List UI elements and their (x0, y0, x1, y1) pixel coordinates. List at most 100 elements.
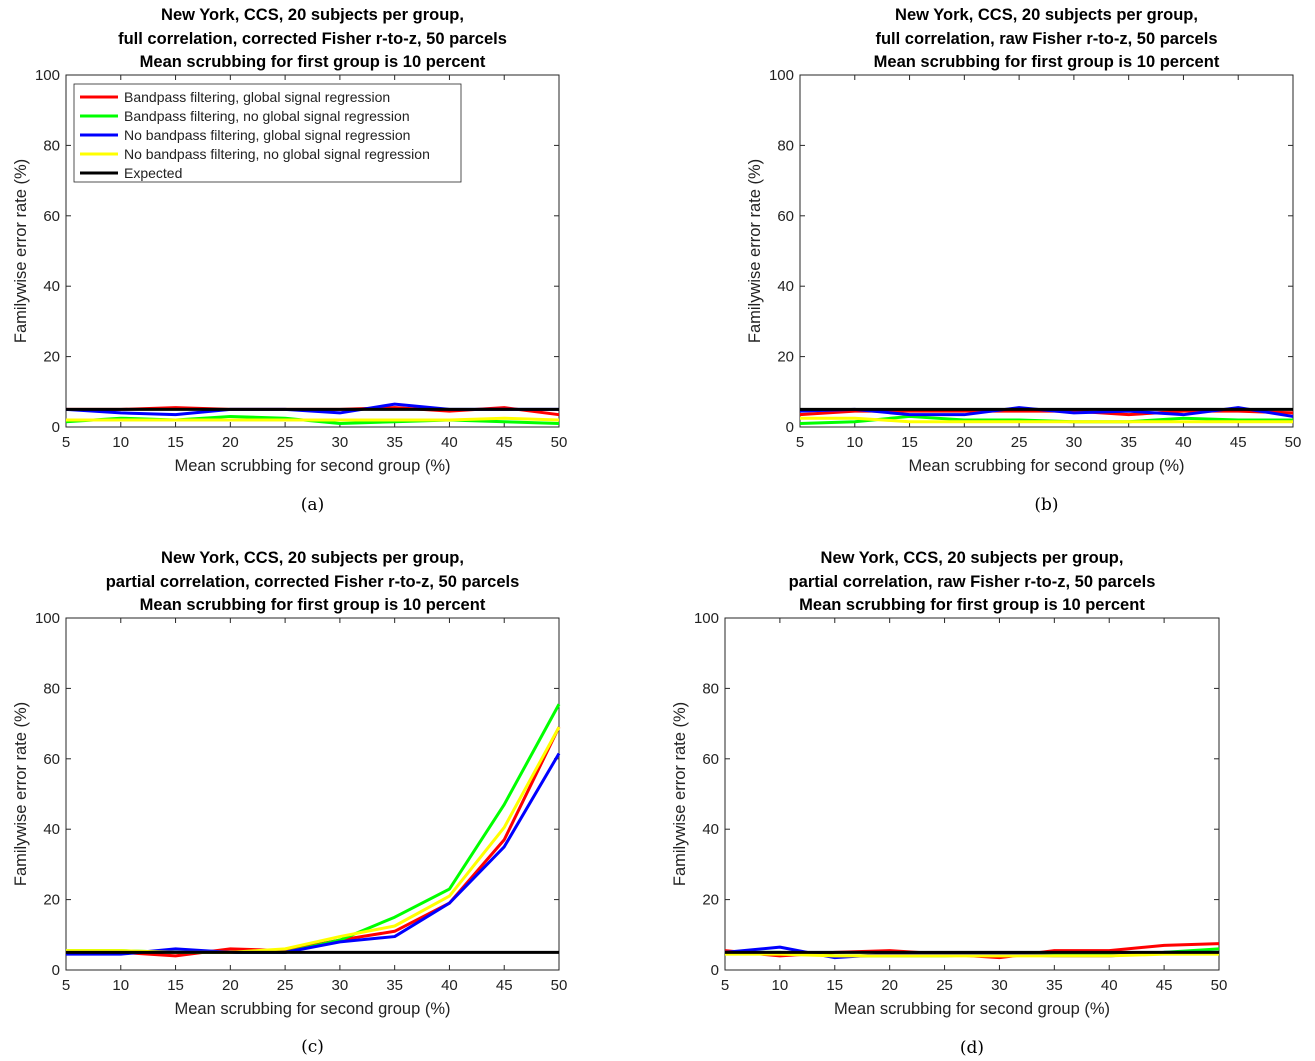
x-tick-label: 45 (496, 977, 513, 994)
x-tick-label: 35 (1046, 977, 1063, 994)
y-tick-label: 80 (43, 680, 60, 697)
x-tick-label: 25 (277, 977, 294, 994)
x-tick-label: 15 (901, 434, 918, 451)
y-tick-label: 100 (694, 610, 719, 627)
chart-title-line: New York, CCS, 20 subjects per group, (161, 6, 464, 24)
x-tick-label: 15 (167, 977, 184, 994)
y-axis-label: Familywise error rate (%) (12, 159, 30, 343)
x-tick-label: 20 (956, 434, 973, 451)
x-tick-label: 30 (1066, 434, 1083, 451)
x-tick-label: 45 (496, 434, 513, 451)
y-tick-label: 60 (43, 208, 60, 225)
legend-entry: No bandpass filtering, no global signal … (124, 146, 430, 162)
x-axis-label: Mean scrubbing for second group (%) (834, 1000, 1110, 1018)
x-tick-label: 40 (441, 977, 458, 994)
y-tick-label: 40 (43, 278, 60, 295)
y-tick-label: 60 (43, 751, 60, 768)
x-tick-label: 50 (551, 434, 568, 451)
plot-area (65, 617, 560, 971)
plot-area (724, 617, 1220, 971)
y-axis-label: Familywise error rate (%) (671, 702, 689, 886)
y-tick-label: 40 (702, 821, 719, 838)
legend-entry: Bandpass filtering, global signal regres… (124, 89, 390, 105)
chart-title-line: full correlation, raw Fisher r-to-z, 50 … (875, 30, 1217, 48)
y-tick-label: 40 (777, 278, 794, 295)
x-tick-label: 15 (167, 434, 184, 451)
chart-panel-c: New York, CCS, 20 subjects per group, par… (0, 531, 657, 1061)
y-tick-label: 40 (43, 821, 60, 838)
chart-d: New York, CCS, 20 subjects per group, par… (671, 549, 1228, 1058)
x-tick-label: 30 (332, 434, 349, 451)
x-tick-label: 5 (721, 977, 729, 994)
y-tick-label: 20 (777, 349, 794, 366)
series-line-4 (725, 952, 1219, 958)
x-tick-label: 25 (1011, 434, 1028, 451)
chart-title-line: partial correlation, corrected Fisher r-… (106, 573, 520, 591)
y-tick-label: 0 (52, 962, 60, 979)
legend-box (73, 83, 462, 183)
x-tick-label: 30 (991, 977, 1008, 994)
chart-b: New York, CCS, 20 subjects per group, ful… (746, 6, 1302, 515)
figure-caption: (d) (960, 1038, 984, 1058)
chart-title-line: New York, CCS, 20 subjects per group, (821, 549, 1124, 567)
chart-title-line: Mean scrubbing for first group is 10 per… (140, 53, 486, 71)
x-tick-label: 45 (1156, 977, 1173, 994)
x-tick-label: 20 (881, 977, 898, 994)
chart-c: New York, CCS, 20 subjects per group, par… (12, 549, 568, 1057)
x-tick-label: 10 (772, 977, 789, 994)
chart-title-line: full correlation, corrected Fisher r-to-… (118, 30, 507, 48)
x-tick-label: 5 (62, 977, 70, 994)
y-tick-label: 0 (711, 962, 719, 979)
x-tick-label: 25 (936, 977, 953, 994)
legend-entry: Bandpass filtering, no global signal reg… (124, 108, 410, 124)
y-tick-label: 20 (702, 892, 719, 909)
chart-title-line: New York, CCS, 20 subjects per group, (895, 6, 1198, 24)
chart-title-line: Mean scrubbing for first group is 10 per… (799, 596, 1145, 614)
x-tick-label: 40 (1175, 434, 1192, 451)
x-tick-label: 10 (846, 434, 863, 451)
x-tick-label: 45 (1230, 434, 1247, 451)
y-tick-label: 100 (35, 67, 60, 84)
y-tick-label: 80 (777, 137, 794, 154)
x-tick-label: 35 (1120, 434, 1137, 451)
chart-panel-a: New York, CCS, 20 subjects per group, ful… (0, 0, 657, 530)
y-axis-label: Familywise error rate (%) (12, 702, 30, 886)
y-axis-label: Familywise error rate (%) (746, 159, 764, 343)
x-axis-label: Mean scrubbing for second group (%) (908, 457, 1184, 475)
y-tick-label: 0 (786, 419, 794, 436)
legend-entry: Expected (124, 165, 182, 181)
x-tick-label: 25 (277, 434, 294, 451)
x-tick-label: 35 (386, 977, 403, 994)
x-tick-label: 15 (826, 977, 843, 994)
y-tick-label: 60 (702, 751, 719, 768)
x-axis-label: Mean scrubbing for second group (%) (174, 1000, 450, 1018)
x-axis-label: Mean scrubbing for second group (%) (174, 457, 450, 475)
x-tick-label: 30 (332, 977, 349, 994)
x-tick-label: 50 (551, 977, 568, 994)
series-line-4 (66, 416, 560, 422)
y-tick-label: 60 (777, 208, 794, 225)
figure-caption: (c) (301, 1037, 324, 1057)
chart-title-line: Mean scrubbing for first group is 10 per… (874, 53, 1220, 71)
x-tick-label: 35 (386, 434, 403, 451)
x-tick-label: 50 (1211, 977, 1228, 994)
chart-panel-b: New York, CCS, 20 subjects per group, ful… (658, 0, 1315, 530)
y-tick-label: 0 (52, 419, 60, 436)
y-tick-label: 100 (769, 67, 794, 84)
y-tick-label: 100 (35, 610, 60, 627)
legend-entry: No bandpass filtering, global signal reg… (124, 127, 410, 143)
plot-area (799, 74, 1294, 428)
chart-title-line: Mean scrubbing for first group is 10 per… (140, 596, 486, 614)
x-tick-label: 20 (222, 977, 239, 994)
figure-caption: (a) (301, 495, 324, 515)
y-tick-label: 80 (702, 680, 719, 697)
x-tick-label: 20 (222, 434, 239, 451)
x-tick-label: 50 (1285, 434, 1302, 451)
x-tick-label: 5 (62, 434, 70, 451)
y-tick-label: 80 (43, 137, 60, 154)
y-tick-label: 20 (43, 892, 60, 909)
x-tick-label: 10 (112, 434, 129, 451)
chart-title-line: partial correlation, raw Fisher r-to-z, … (789, 573, 1156, 591)
x-tick-label: 40 (441, 434, 458, 451)
chart-title-line: New York, CCS, 20 subjects per group, (161, 549, 464, 567)
